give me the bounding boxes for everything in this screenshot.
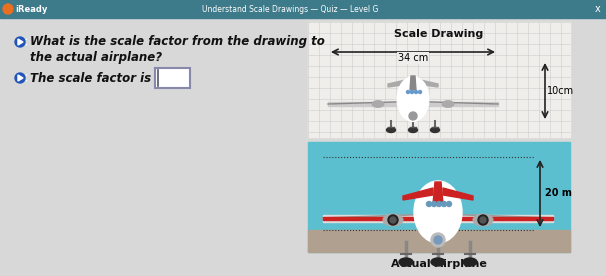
Polygon shape bbox=[323, 217, 553, 220]
Ellipse shape bbox=[473, 214, 493, 226]
Ellipse shape bbox=[434, 236, 442, 244]
Ellipse shape bbox=[414, 181, 462, 243]
Circle shape bbox=[15, 73, 25, 83]
Text: the actual airplane?: the actual airplane? bbox=[30, 52, 162, 65]
Ellipse shape bbox=[463, 258, 477, 266]
Polygon shape bbox=[328, 102, 498, 106]
Ellipse shape bbox=[383, 214, 403, 226]
Ellipse shape bbox=[430, 128, 439, 132]
Text: 34 cm: 34 cm bbox=[398, 53, 428, 63]
Polygon shape bbox=[388, 79, 410, 87]
Text: Understand Scale Drawings — Quiz — Level G: Understand Scale Drawings — Quiz — Level… bbox=[202, 4, 378, 14]
Circle shape bbox=[390, 217, 396, 223]
Circle shape bbox=[478, 215, 488, 225]
Ellipse shape bbox=[397, 76, 429, 121]
Text: iReady: iReady bbox=[15, 4, 47, 14]
FancyBboxPatch shape bbox=[155, 68, 190, 88]
Ellipse shape bbox=[372, 100, 384, 107]
Polygon shape bbox=[323, 215, 553, 222]
Text: 20 m: 20 m bbox=[545, 189, 572, 198]
Circle shape bbox=[431, 233, 445, 247]
Polygon shape bbox=[410, 76, 416, 90]
Circle shape bbox=[388, 215, 398, 225]
Bar bbox=[308, 22, 570, 137]
Ellipse shape bbox=[408, 128, 418, 132]
Circle shape bbox=[410, 91, 413, 94]
Circle shape bbox=[442, 201, 447, 206]
Polygon shape bbox=[18, 75, 23, 81]
Circle shape bbox=[480, 217, 486, 223]
Circle shape bbox=[436, 201, 442, 206]
Bar bbox=[308, 230, 570, 252]
Ellipse shape bbox=[399, 258, 413, 266]
Bar bbox=[308, 142, 570, 252]
Circle shape bbox=[3, 4, 13, 14]
Text: What is the scale factor from the drawing to: What is the scale factor from the drawin… bbox=[30, 36, 325, 49]
Circle shape bbox=[447, 201, 451, 206]
Bar bbox=[0, 0, 606, 18]
Ellipse shape bbox=[442, 100, 454, 107]
Text: Actual Airplane: Actual Airplane bbox=[391, 259, 487, 269]
Text: Scale Drawing: Scale Drawing bbox=[395, 29, 484, 39]
Polygon shape bbox=[443, 188, 473, 200]
Circle shape bbox=[431, 201, 436, 206]
Text: The scale factor is: The scale factor is bbox=[30, 71, 151, 84]
Polygon shape bbox=[433, 182, 443, 204]
Circle shape bbox=[419, 91, 422, 94]
Polygon shape bbox=[403, 188, 433, 200]
Circle shape bbox=[407, 91, 410, 94]
Circle shape bbox=[15, 37, 25, 47]
Circle shape bbox=[427, 201, 431, 206]
Polygon shape bbox=[416, 79, 438, 87]
Polygon shape bbox=[18, 39, 23, 45]
Ellipse shape bbox=[387, 128, 396, 132]
Ellipse shape bbox=[431, 258, 445, 266]
Circle shape bbox=[409, 112, 417, 120]
Text: 10cm: 10cm bbox=[547, 86, 574, 96]
Text: x: x bbox=[595, 4, 601, 14]
Circle shape bbox=[415, 91, 418, 94]
